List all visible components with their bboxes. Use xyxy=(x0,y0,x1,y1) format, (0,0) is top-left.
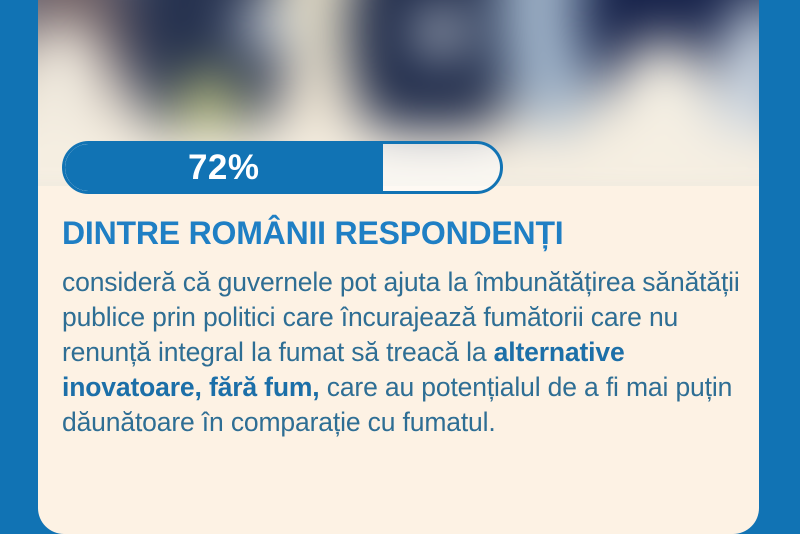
content-panel xyxy=(38,186,759,534)
progress-percentage-label: 72% xyxy=(187,148,260,187)
progress-bar-fill: 72% xyxy=(65,144,383,191)
percentage-progress-bar: 72% xyxy=(62,141,503,194)
body-paragraph: consideră că guvernele pot ajuta la îmbu… xyxy=(62,265,750,440)
body-text: care au potențialul de a fi mai puțin dă… xyxy=(62,372,733,438)
body-text: consideră că guvernele pot ajuta la îmbu… xyxy=(62,267,740,368)
headline: DINTRE ROMÂNII RESPONDENȚI xyxy=(62,215,564,251)
text-content: DINTRE ROMÂNII RESPONDENȚI consideră că … xyxy=(62,215,750,440)
body-emphasis: alternative inovatoare, fără fum, xyxy=(62,337,625,403)
